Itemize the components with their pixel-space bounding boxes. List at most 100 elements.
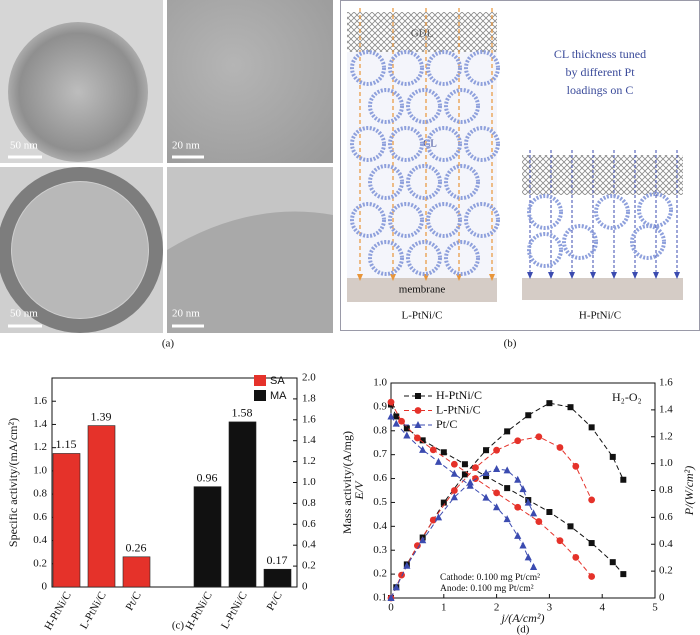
marker xyxy=(504,428,511,435)
marker xyxy=(620,571,627,578)
caption: (c) xyxy=(172,620,185,632)
y2-tick-label: 2.0 xyxy=(302,372,316,384)
legend-swatch xyxy=(254,375,266,386)
marker xyxy=(387,398,395,406)
x-tick-label: H-PtNi/C xyxy=(42,590,73,633)
legend-swatch xyxy=(254,390,266,401)
marker xyxy=(503,466,511,474)
arrow-head xyxy=(423,274,429,281)
marker xyxy=(414,434,421,442)
carbon-particle xyxy=(350,202,386,238)
marker xyxy=(393,413,400,420)
x-tick-label: Pt/C xyxy=(124,590,144,613)
marker xyxy=(546,509,553,515)
bar xyxy=(122,556,151,588)
note: by different Pt xyxy=(565,65,635,79)
legend-marker xyxy=(414,407,422,414)
bar xyxy=(87,425,116,588)
carbon-particle xyxy=(444,164,480,200)
marker xyxy=(504,485,511,492)
y-tick-label: 0.5 xyxy=(373,496,387,508)
marker xyxy=(525,412,532,419)
marker xyxy=(461,461,468,468)
value-label: 1.39 xyxy=(91,409,112,423)
marker xyxy=(440,499,447,506)
marker xyxy=(414,542,421,549)
legend-label: SA xyxy=(270,375,285,387)
marker xyxy=(514,531,522,539)
note: loadings on C xyxy=(567,83,634,97)
panel-b: GDL CL membrane L-PtNi/C H-PtNi/C CL thi… xyxy=(340,0,700,350)
y2-tick-label: 0.4 xyxy=(659,538,673,550)
y-tick-label: 0.8 xyxy=(373,424,387,436)
y-tick-label: 0 xyxy=(42,581,48,593)
scale-label: 50 nm xyxy=(10,308,38,320)
marker xyxy=(609,559,616,566)
bar xyxy=(228,421,257,588)
carbon-particle xyxy=(368,164,404,200)
y2-tick-label: 1.8 xyxy=(302,392,316,404)
marker xyxy=(514,475,522,483)
y-tick-label: 1.0 xyxy=(373,377,387,389)
caption: (d) xyxy=(517,624,530,635)
value-label: 0.96 xyxy=(197,470,218,484)
marker xyxy=(387,594,395,601)
x-tick-label: L-PtNi/C xyxy=(219,590,250,631)
y-tick-label: 0.8 xyxy=(33,488,47,500)
y-tick-label: 0.3 xyxy=(373,544,387,556)
marker xyxy=(472,464,479,472)
carbon-particle xyxy=(444,88,480,124)
marker xyxy=(514,437,522,445)
marker xyxy=(419,445,427,453)
carbon-particle xyxy=(527,194,563,230)
carbon-particle xyxy=(388,202,424,238)
marker xyxy=(387,412,395,420)
marker xyxy=(440,449,447,456)
bar xyxy=(263,568,292,588)
marker xyxy=(392,583,400,591)
arrow-head xyxy=(527,272,533,279)
y-tick-label: 0.6 xyxy=(33,511,47,523)
marker xyxy=(419,437,426,444)
scale-label: 20 nm xyxy=(172,308,200,320)
marker xyxy=(529,562,538,570)
tem-image xyxy=(167,0,333,163)
scale-label: 20 nm xyxy=(172,140,200,152)
carbon-particle xyxy=(350,126,386,162)
y2-tick-label: 1.6 xyxy=(302,413,316,425)
marker xyxy=(429,446,437,454)
marker xyxy=(572,462,580,470)
carbon-particle xyxy=(464,202,500,238)
marker xyxy=(450,460,458,468)
marker xyxy=(535,433,543,441)
x-tick-label: 1 xyxy=(441,602,447,614)
legend-marker xyxy=(414,421,422,428)
marker xyxy=(572,553,580,561)
y2-tick-label: 1.2 xyxy=(659,430,673,442)
marker xyxy=(482,493,490,501)
carbon-particle xyxy=(406,88,442,124)
membrane-label: membrane xyxy=(399,284,446,296)
marker xyxy=(524,498,532,506)
y2-tick-label: 1.0 xyxy=(659,457,673,469)
caption: (a) xyxy=(162,338,175,350)
marker xyxy=(450,493,458,501)
legend-label: MA xyxy=(270,390,287,402)
marker xyxy=(588,540,595,547)
marker xyxy=(450,469,458,477)
y-tick-label: 0.7 xyxy=(373,448,387,460)
marker xyxy=(403,561,411,569)
x-tick-label: 3 xyxy=(547,602,553,614)
carbon-particle xyxy=(368,88,404,124)
carbon-particle xyxy=(406,240,442,276)
value-label: 1.15 xyxy=(56,437,77,451)
annotation: Anode: 0.100 mg Pt/cm² xyxy=(440,584,534,594)
marker xyxy=(493,489,500,497)
marker xyxy=(535,518,543,525)
carbon-particle xyxy=(406,164,442,200)
annotation: H₂-O₂ xyxy=(612,390,642,404)
x-tick-label: 4 xyxy=(599,602,605,614)
marker xyxy=(514,503,522,511)
membrane xyxy=(347,278,497,302)
y2-tick-label: 0 xyxy=(302,581,308,593)
